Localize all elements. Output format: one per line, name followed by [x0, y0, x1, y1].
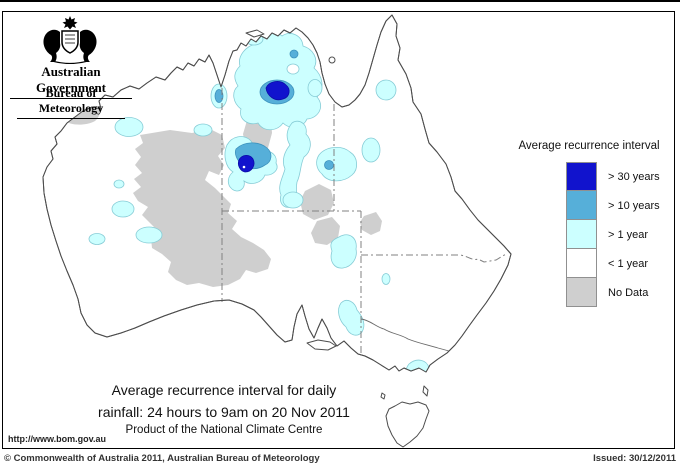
legend-swatch-gt10: [566, 191, 597, 220]
legend-swatch-gt30: [566, 162, 597, 191]
map-frame: [2, 11, 675, 449]
legend-item: > 10 years: [566, 191, 676, 220]
legend-item: < 1 year: [566, 249, 676, 278]
coat-of-arms-logo: [43, 16, 97, 64]
caption-line1: Average recurrence interval for daily: [111, 382, 337, 398]
crest-banner: [51, 60, 89, 64]
legend-label: No Data: [608, 286, 649, 299]
bom-url: http://www.bom.gov.au: [8, 434, 106, 444]
legend-title: Average recurrence interval: [518, 140, 660, 152]
legend-label: > 1 year: [608, 228, 649, 241]
kangaroo-icon: [43, 29, 61, 62]
rainfall-contours-gt30yr: [237, 81, 290, 173]
legend-label: > 10 years: [608, 199, 660, 212]
legend-swatch-lt1: [566, 249, 597, 278]
footer-bar: © Commonwealth of Australia 2011, Austra…: [4, 453, 676, 464]
legend-rows: > 30 years > 10 years > 1 year < 1 year …: [566, 162, 676, 307]
bureau-label: Bureau of Meteorology: [17, 86, 125, 119]
legend-swatch-gt1: [566, 220, 597, 249]
legend-item: > 30 years: [566, 162, 676, 191]
map-caption: Average recurrence interval for daily ra…: [40, 382, 408, 436]
caption-line2: rainfall: 24 hours to 9am on 20 Nov 2011: [98, 404, 350, 420]
issued-date: Issued: 30/12/2011: [593, 453, 676, 464]
legend-item: No Data: [566, 278, 676, 307]
legend-item: > 1 year: [566, 220, 676, 249]
caption-line3: Product of the National Climate Centre: [125, 424, 323, 436]
coastline-overlay: [42, 14, 512, 373]
murray-river-border: [360, 318, 450, 352]
shield-icon: [61, 30, 79, 54]
legend-swatch-nodata: [566, 278, 597, 307]
copyright-text: © Commonwealth of Australia 2011, Austra…: [4, 453, 320, 464]
tasmania-and-islands: [245, 29, 430, 448]
government-label: Australian Government: [10, 64, 132, 99]
legend: Average recurrence interval > 30 years >…: [514, 140, 676, 307]
contour-holes: [242, 63, 300, 169]
state-borders: [221, 88, 507, 354]
commonwealth-star-icon: [62, 16, 78, 30]
legend-label: < 1 year: [608, 257, 649, 270]
legend-label: > 30 years: [608, 170, 660, 183]
emu-icon: [79, 29, 97, 62]
